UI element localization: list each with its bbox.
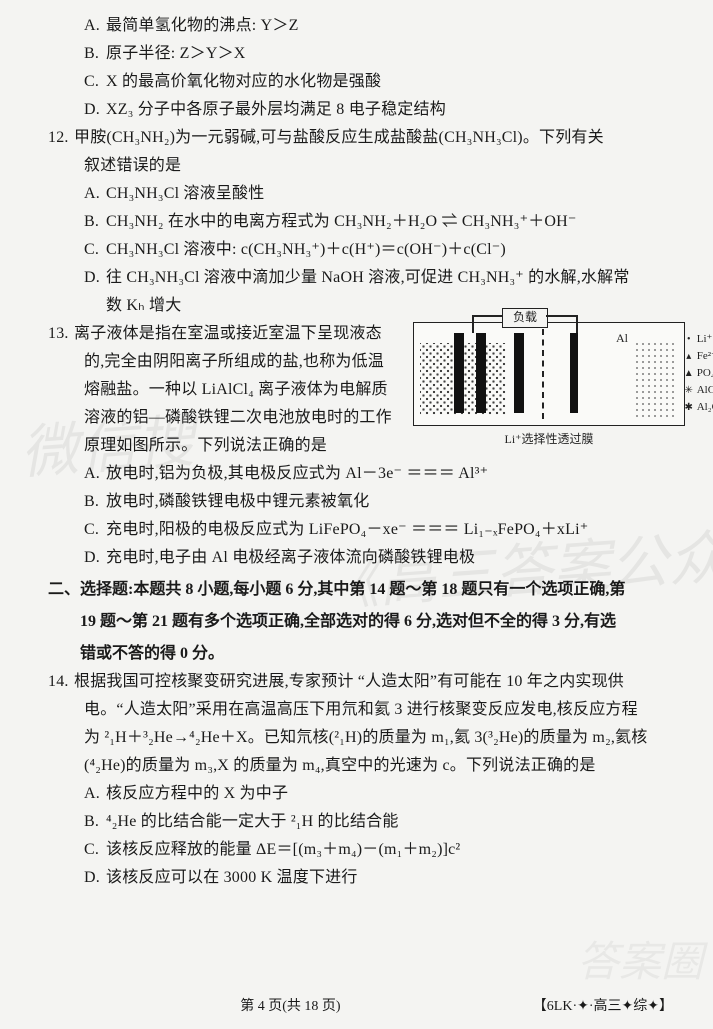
ion-legend: •Li⁺ ▴Fe²⁺/Fe³⁺ ▲PO₄³⁻ ✳AlCl₄⁻ ✱Al₂Cl₇⁻ (684, 331, 713, 416)
q13-stem-4: 溶液的铝—磷酸铁锂二次电池放电时的工作 (48, 404, 405, 432)
q14-option-C: C.该核反应释放的能量 ΔE＝[(m₃＋m₄)－(m₁＋m₂)]c² (48, 836, 685, 864)
q11-option-D: D.XZ₃ 分子中各原子最外层均满足 8 电子稳定结构 (48, 96, 685, 124)
q11-option-B: B.原子半径: Z＞Y＞X (48, 40, 685, 68)
electrode-1 (454, 333, 464, 413)
q14-C-text: 该核反应释放的能量 ΔE＝[(m₃＋m₄)－(m₁＋m₂)]c² (106, 841, 460, 858)
diagram-caption: Li⁺选择性透过膜 (413, 430, 685, 447)
q12-option-B: B.CH₃NH₂ 在水中的电离方程式为 CH₃NH₂＋H₂O ⇌ CH₃NH₃⁺… (48, 208, 685, 236)
q12-stem-1: 甲胺(CH₃NH₂)为一元弱碱,可与盐酸反应生成盐酸盐(CH₃NH₃Cl)。下列… (74, 129, 604, 146)
q12-C-text: CH₃NH₃Cl 溶液中: c(CH₃NH₃⁺)＋c(H⁺)＝c(OH⁻)＋c(… (106, 241, 506, 258)
ion-sym-2: ▲ (684, 365, 694, 382)
q14-option-A: A.核反应方程中的 X 为中子 (48, 780, 685, 808)
section-2-line-3: 错或不答的得 0 分。 (48, 636, 685, 668)
q13-stem-3: 熔融盐。一种以 LiAlCl₄ 离子液体为电解质 (48, 376, 405, 404)
q13-B-text: 放电时,磷酸铁锂电极中锂元素被氧化 (106, 493, 369, 510)
q11-B-text: 原子半径: Z＞Y＞X (106, 45, 246, 62)
q14-A-text: 核反应方程中的 X 为中子 (106, 785, 288, 802)
q12-stem: 12.甲胺(CH₃NH₂)为一元弱碱,可与盐酸反应生成盐酸盐(CH₃NH₃Cl)… (48, 124, 685, 152)
q14-option-D: D.该核反应可以在 3000 K 温度下进行 (48, 864, 685, 892)
section-2-line-2: 19 题～第 21 题有多个选项正确,全部选对的得 6 分,选对但不全的得 3 … (48, 604, 685, 636)
ion-sym-1: ▴ (684, 348, 694, 365)
wire-left (472, 315, 502, 317)
wire-right-down (576, 315, 578, 333)
q12-B-text: CH₃NH₂ 在水中的电离方程式为 CH₃NH₂＋H₂O ⇌ CH₃NH₃⁺＋O… (106, 213, 577, 230)
q11-A-text: 最简单氢化物的沸点: Y＞Z (106, 17, 299, 34)
q11-option-C: C.X 的最高价氧化物对应的水化物是强酸 (48, 68, 685, 96)
al-label: Al (616, 331, 628, 346)
ion-sym-3: ✳ (684, 382, 694, 399)
footer-center: 第 4 页(共 18 页) (240, 995, 340, 1015)
wire-left-down (472, 315, 474, 333)
q13-option-A: A.放电时,铝为负极,其电极反应式为 Al－3e⁻ ＝＝＝ Al³⁺ (48, 460, 685, 488)
ion-sym-0: • (684, 331, 694, 348)
q13-stem-1: 离子液体是指在室温或接近室温下呈现液态 (74, 325, 382, 342)
section-2-line-1: 二、选择题:本题共 8 小题,每小题 6 分,其中第 14 题～第 18 题只有… (48, 572, 685, 604)
q12-D-text-1: 往 CH₃NH₃Cl 溶液中滴加少量 NaOH 溶液,可促进 CH₃NH₃⁺ 的… (106, 269, 630, 286)
membrane (542, 329, 544, 419)
q14-option-B: B.⁴₂He 的比结合能一定大于 ²₁H 的比结合能 (48, 808, 685, 836)
q13-diagram: 负载 Al •Li⁺ ▴Fe²⁺/Fe³⁺ ▲PO₄³⁻ ✳AlCl₄⁻ (413, 322, 685, 447)
q12-stem-2: 叙述错误的是 (48, 152, 685, 180)
q12-option-A: A.CH₃NH₃Cl 溶液呈酸性 (48, 180, 685, 208)
q13-stem-2: 的,完全由阴阳离子所组成的盐,也称为低温 (48, 348, 405, 376)
al-electrode (570, 333, 578, 413)
q12-A-text: CH₃NH₃Cl 溶液呈酸性 (106, 185, 264, 202)
ion-txt-2: PO₄³⁻ (697, 367, 713, 379)
q12-D-text-2: 数 Kₕ 增大 (48, 292, 685, 320)
electrolyte-dots (634, 341, 676, 417)
q13-option-D: D.充电时,电子由 Al 电极经离子液体流向磷酸铁锂电极 (48, 544, 685, 572)
q13-A-text: 放电时,铝为负极,其电极反应式为 Al－3e⁻ ＝＝＝ Al³⁺ (106, 465, 488, 482)
q11-option-A: A.最简单氢化物的沸点: Y＞Z (48, 12, 685, 40)
q13-C-text: 充电时,阳极的电极反应式为 LiFePO₄－xe⁻ ＝＝＝ Li₁₋ₓFePO₄… (106, 521, 588, 538)
electrode-2 (476, 333, 486, 413)
cell-box: 负载 Al •Li⁺ ▴Fe²⁺/Fe³⁺ ▲PO₄³⁻ ✳AlCl₄⁻ (413, 322, 685, 426)
q14-B-text: ⁴₂He 的比结合能一定大于 ²₁H 的比结合能 (106, 813, 399, 830)
ion-txt-4: Al₂Cl₇⁻ (697, 401, 713, 413)
q14-D-text: 该核反应可以在 3000 K 温度下进行 (106, 869, 358, 886)
ion-txt-1: Fe²⁺/Fe³⁺ (697, 350, 713, 362)
ion-txt-3: AlCl₄⁻ (697, 384, 713, 396)
q14-stem-1: 根据我国可控核聚变研究进展,专家预计 “人造太阳”有可能在 10 年之内实现供 (74, 673, 624, 690)
q13-option-B: B.放电时,磷酸铁锂电极中锂元素被氧化 (48, 488, 685, 516)
q14-stem-4: (⁴₂He)的质量为 m₃,X 的质量为 m₄,真空中的光速为 c。下列说法正确… (48, 752, 685, 780)
electrode-3 (514, 333, 524, 413)
page-footer: 第 4 页(共 18 页) 【6LK·✦·高三✦综✦】 (0, 995, 713, 1015)
wire-right (546, 315, 576, 317)
q13-stem-5: 原理如图所示。下列说法正确的是 (48, 432, 405, 460)
q11-D-text: XZ₃ 分子中各原子最外层均满足 8 电子稳定结构 (106, 101, 446, 118)
load-label: 负载 (502, 308, 548, 328)
q13-D-text: 充电时,电子由 Al 电极经离子液体流向磷酸铁锂电极 (106, 549, 475, 566)
q13-option-C: C.充电时,阳极的电极反应式为 LiFePO₄－xe⁻ ＝＝＝ Li₁₋ₓFeP… (48, 516, 685, 544)
q14-stem-2: 电。“人造太阳”采用在高温高压下用氘和氦 3 进行核聚变反应发电,核反应方程 (48, 696, 685, 724)
q13-stem: 13.离子液体是指在室温或接近室温下呈现液态 (48, 320, 405, 348)
q14-stem: 14.根据我国可控核聚变研究进展,专家预计 “人造太阳”有可能在 10 年之内实… (48, 668, 685, 696)
q12-option-C: C.CH₃NH₃Cl 溶液中: c(CH₃NH₃⁺)＋c(H⁺)＝c(OH⁻)＋… (48, 236, 685, 264)
q12-option-D: D.往 CH₃NH₃Cl 溶液中滴加少量 NaOH 溶液,可促进 CH₃NH₃⁺… (48, 264, 685, 292)
q11-C-text: X 的最高价氧化物对应的水化物是强酸 (106, 73, 381, 90)
ion-txt-0: Li⁺ (697, 333, 713, 345)
watermark-3: 答案圈 (577, 928, 703, 989)
footer-right: 【6LK·✦·高三✦综✦】 (533, 995, 673, 1015)
q14-stem-3: 为 ²₁H＋³₂He→⁴₂He＋X。已知氘核(²₁H)的质量为 m₁,氦 3(³… (48, 724, 685, 752)
ion-sym-4: ✱ (684, 399, 694, 416)
